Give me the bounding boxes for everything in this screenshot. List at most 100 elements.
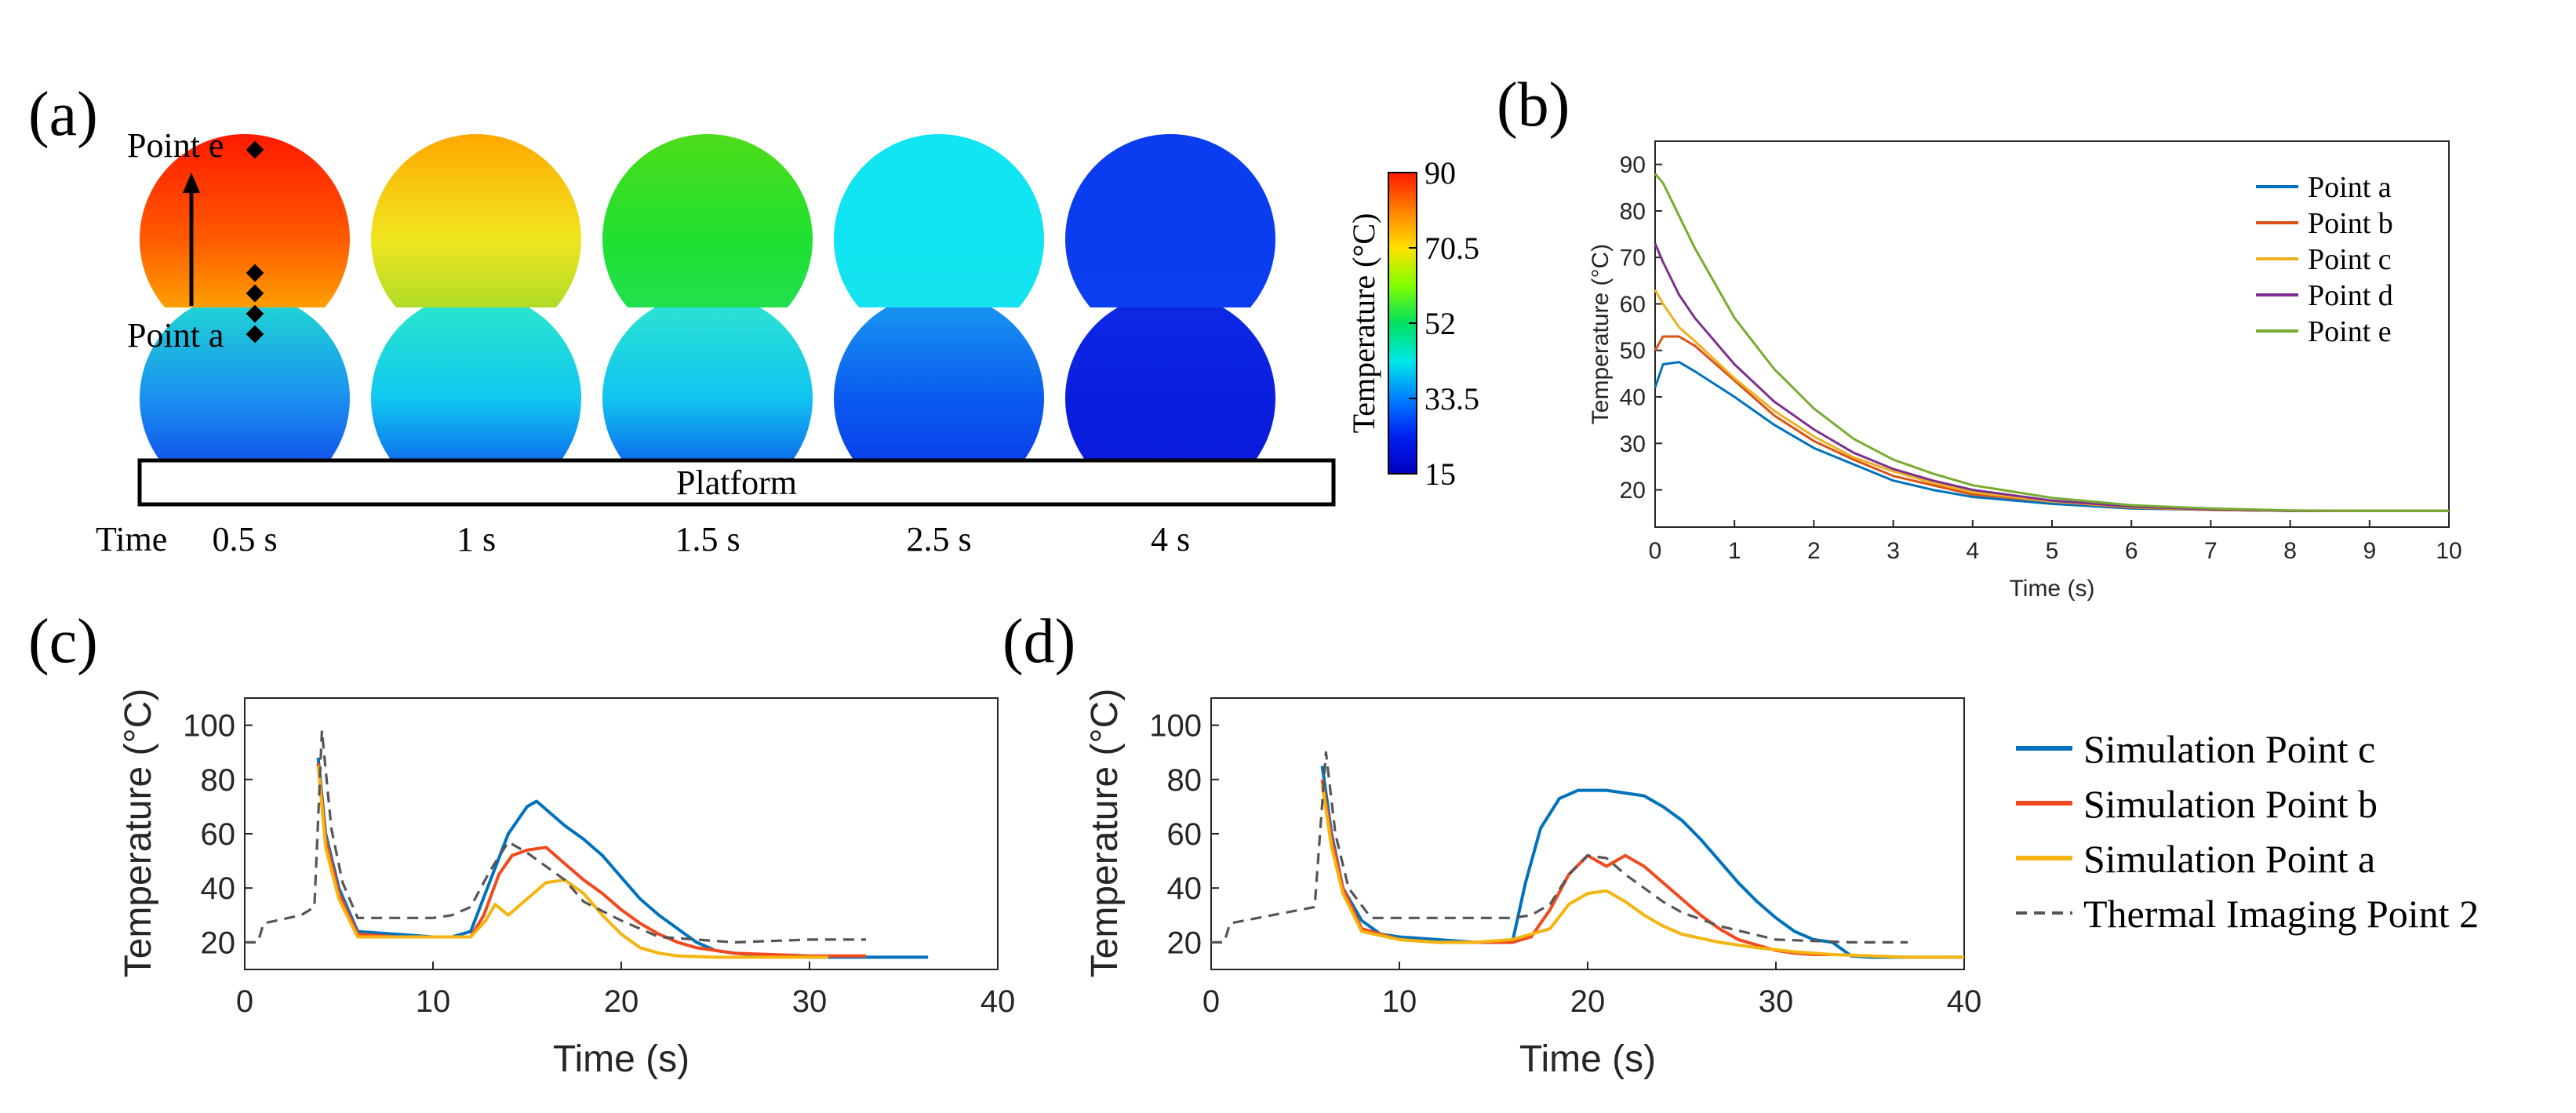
- legend-label: Point a: [2308, 171, 2392, 204]
- shared-legend: Simulation Point c Simulation Point b Simu…: [2016, 727, 2479, 936]
- marker-point-b: [246, 304, 264, 323]
- plot-b-xlabel: Time (s): [2010, 576, 2095, 602]
- y-tick-label: 50: [1620, 338, 1646, 364]
- plot-b-axes: 0 1 2 3 4 5 6 7 8 9 10 20 30 40 50 60 70 80 90: [1620, 152, 2462, 564]
- y-tick-label: 20: [201, 926, 236, 960]
- legend-label: Point b: [2308, 207, 2393, 240]
- y-tick-label: 100: [1149, 709, 1202, 744]
- sphere-pairs: [140, 134, 1275, 504]
- time-value: 1.5 s: [675, 520, 740, 558]
- plot-d-xlabel: Time (s): [1519, 1038, 1656, 1080]
- sphere-top: [1065, 134, 1275, 307]
- y-tick-label: 100: [183, 709, 235, 744]
- x-tick-label: 10: [416, 984, 451, 1019]
- x-tick-label: 4: [1966, 538, 1979, 564]
- panel-d-label: (d): [1002, 607, 1075, 676]
- marker-point-a: [246, 325, 264, 344]
- y-tick-label: 80: [1620, 198, 1646, 224]
- y-tick-label: 20: [1167, 926, 1202, 960]
- y-tick-label: 40: [201, 871, 236, 906]
- label-point-top: Point e: [127, 126, 224, 165]
- colorbar-ticks: 90 70.5 52 33.5 15: [1409, 155, 1479, 492]
- plot-b-ylabel: Temperature (°C): [1588, 244, 1614, 424]
- series-simulation-point-a: [1320, 784, 1964, 959]
- sphere-top: [371, 134, 581, 307]
- panel-c-label: (c): [28, 607, 98, 676]
- plot-c-frame: [244, 697, 999, 970]
- platform: [137, 458, 1336, 507]
- x-tick-label: 8: [2283, 538, 2297, 564]
- x-tick-label: 10: [2436, 538, 2461, 564]
- shared-legend-label: Simulation Point c: [2083, 727, 2375, 771]
- x-tick-label: 1: [1728, 538, 1741, 564]
- plot-c-ylabel: Temperature (°C): [118, 689, 159, 978]
- x-tick-label: 6: [2125, 538, 2138, 564]
- panel-a: (a) Point e Point a Platform Time 0.5 s 1…: [28, 80, 1479, 558]
- x-tick-label: 0: [1649, 538, 1662, 564]
- y-tick-label: 40: [1620, 385, 1646, 411]
- time-value: 0.5 s: [212, 520, 277, 558]
- x-tick-label: 0: [1202, 984, 1220, 1019]
- panel-d: (d) 0 10 20 30 40 20 40 60 80 100 Time (s) Temper…: [1002, 607, 1981, 1080]
- y-tick-label: 70: [1620, 246, 1646, 271]
- shared-legend-label: Simulation Point b: [2083, 782, 2378, 826]
- platform-label: Platform: [676, 464, 797, 502]
- marker-point-c: [246, 284, 264, 303]
- time-value: 1 s: [457, 520, 496, 558]
- sphere-bottom: [1065, 293, 1275, 504]
- y-tick-label: 60: [201, 817, 236, 852]
- series-point-e: [1654, 173, 2449, 512]
- time-label: Time: [96, 520, 167, 558]
- x-tick-label: 3: [1887, 538, 1900, 564]
- shared-legend-label: Thermal Imaging Point 2: [2083, 892, 2479, 936]
- y-tick-label: 90: [1620, 152, 1646, 178]
- marker-point-d: [246, 264, 264, 282]
- y-tick-label: 60: [1167, 817, 1202, 852]
- y-tick-label: 60: [1620, 292, 1646, 318]
- colorbar-tick-label: 70.5: [1424, 231, 1479, 266]
- legend-label: Point d: [2308, 279, 2393, 312]
- time-value: 4 s: [1151, 520, 1190, 558]
- plot-c-lines: [245, 729, 929, 959]
- y-tick-label: 40: [1167, 871, 1202, 906]
- y-tick-label: 20: [1620, 478, 1646, 504]
- colorbar-tick-label: 52: [1424, 306, 1456, 341]
- sphere-top: [834, 134, 1044, 307]
- shared-legend-label: Simulation Point a: [2083, 837, 2375, 881]
- plot-c-xlabel: Time (s): [553, 1038, 689, 1080]
- x-tick-label: 2: [1807, 538, 1821, 564]
- sphere-bottom: [602, 293, 813, 504]
- plot-d-axes: 0 10 20 30 40 20 40 60 80 100: [1149, 709, 1981, 1019]
- sphere-bottom: [371, 293, 581, 504]
- panel-c: (c) 0 10 20 30 40 20 40 60 80 100 Time (s) Temper…: [28, 607, 1015, 1080]
- x-tick-label: 7: [2204, 538, 2218, 564]
- x-tick-label: 9: [2363, 538, 2376, 564]
- panel-b-label: (b): [1497, 71, 1570, 140]
- x-tick-label: 40: [1947, 984, 1982, 1019]
- label-point-bottom: Point a: [127, 316, 224, 355]
- x-tick-label: 20: [1570, 984, 1606, 1019]
- x-tick-label: 5: [2046, 538, 2059, 564]
- time-value: 2.5 s: [906, 520, 971, 558]
- plot-d-ylabel: Temperature (°C): [1084, 689, 1126, 978]
- y-tick-label: 30: [1620, 431, 1646, 457]
- x-tick-label: 40: [981, 984, 1016, 1019]
- panel-b: (b) 0 1 2 3 4 5 6 7 8 9 10 20 30 40 50 60 70 80 90 Point a…: [1497, 71, 2462, 602]
- plot-b-lines: [1654, 173, 2449, 512]
- x-tick-label: 20: [604, 984, 639, 1019]
- colorbar-tick-label: 15: [1424, 456, 1456, 492]
- legend-label: Point c: [2308, 243, 2392, 276]
- x-tick-label: 30: [792, 984, 828, 1019]
- x-tick-label: 0: [236, 984, 253, 1019]
- height-arrow-head: [183, 173, 200, 193]
- sphere-bottom: [834, 293, 1044, 504]
- colorbar-tick-label: 33.5: [1424, 381, 1479, 416]
- plot-d-frame: [1210, 697, 1965, 970]
- sphere-bottom: [140, 293, 350, 504]
- legend-label: Point e: [2308, 315, 2392, 348]
- time-labels: 0.5 s 1 s 1.5 s 2.5 s 4 s: [212, 520, 1190, 558]
- colorbar-title: Temperature (°C): [1346, 213, 1381, 434]
- panel-a-label: (a): [28, 80, 98, 149]
